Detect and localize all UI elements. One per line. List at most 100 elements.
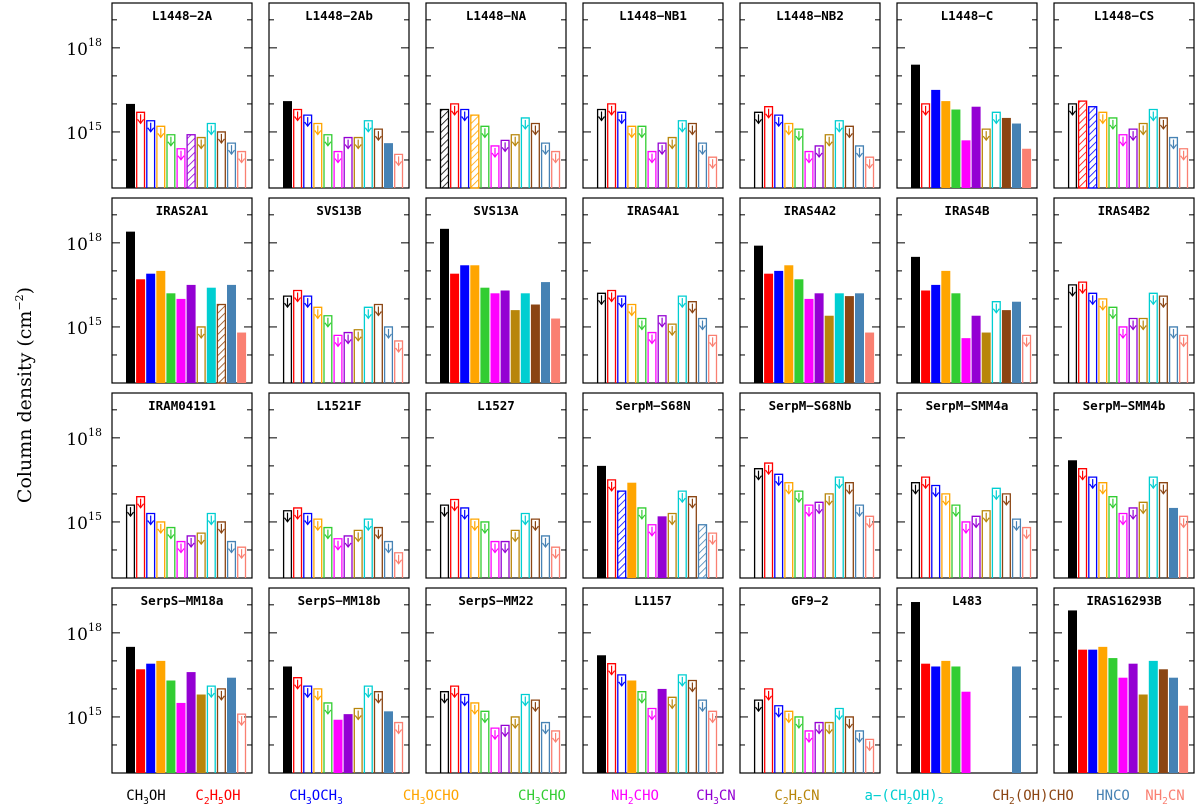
bar-ch2-oh-cho-upper-limit xyxy=(373,303,383,383)
bar-ch3cho-upper-limit xyxy=(637,125,647,188)
bar-ch2-oh-cho xyxy=(844,296,854,383)
bar-nh2cn-upper-limit xyxy=(708,710,718,773)
bar-hnco xyxy=(1012,666,1021,773)
legend-ch3och3: CH3OCH3 xyxy=(289,788,343,807)
bar-ch3ocho xyxy=(627,680,637,773)
bar-hnco xyxy=(1169,507,1178,578)
bar-c2h5oh xyxy=(921,290,931,383)
bar-ch3ocho xyxy=(627,482,637,578)
bar-ch3oh xyxy=(126,231,135,383)
bar-ch3cho-upper-limit xyxy=(637,317,647,383)
bar-a-ch2oh-2-upper-limit xyxy=(363,306,373,383)
legend-ch3cho: CH3CHO xyxy=(518,788,566,807)
bar-ch3och3 xyxy=(774,270,784,383)
bar-ch3ocho-upper-limit xyxy=(784,482,794,578)
bar-c2h5cn-upper-limit xyxy=(981,128,991,188)
bar-ch3cn-upper-limit xyxy=(343,535,353,578)
bar-ch3cho-upper-limit xyxy=(794,490,804,578)
bar-a-ch2oh-2 xyxy=(206,287,216,383)
bar-ch2-oh-cho-upper-limit xyxy=(1158,295,1168,383)
bar-nh2cn-upper-limit xyxy=(1022,526,1032,578)
bar-ch2-oh-cho xyxy=(1158,669,1168,773)
bar-nh2cn-upper-limit xyxy=(708,532,718,578)
bar-ch3ocho-upper-limit xyxy=(156,125,166,188)
bar-ch3cn xyxy=(657,516,667,578)
bar-c2h5oh-upper-limit xyxy=(136,496,146,578)
legend-ch3oh: CH3OH xyxy=(126,788,165,807)
bar-ch2-oh-cho-upper-limit xyxy=(687,301,697,383)
bar-c2h5cn-upper-limit xyxy=(667,512,677,578)
bar-ch2-oh-cho-upper-limit xyxy=(373,128,383,188)
panel-16: L1521F xyxy=(268,392,410,579)
bar-ch3oh-upper-limit xyxy=(753,468,764,578)
bar-nh2cn-upper-limit xyxy=(708,156,718,188)
panel-10: SVS13A xyxy=(425,197,567,384)
bar-ch2-oh-cho-upper-limit xyxy=(687,122,697,188)
bar-ch3cn-upper-limit xyxy=(500,139,510,188)
bar-c2h5cn-upper-limit xyxy=(824,134,834,188)
bar-ch3och3-upper-limit xyxy=(774,705,784,773)
panel-4: L1448−NB1 xyxy=(582,2,724,189)
bar-ch3oh xyxy=(126,103,135,188)
bar-ch3oh xyxy=(911,256,920,383)
bar-c2h5cn xyxy=(196,694,206,773)
bar-ch3cho-upper-limit xyxy=(1108,496,1118,578)
panel-22: 1018 1015 SerpS−MM18a xyxy=(66,587,253,774)
bar-ch3cn-upper-limit xyxy=(1128,317,1138,383)
bar-a-ch2oh-2-upper-limit xyxy=(677,674,687,773)
legend-c2h5oh: C2H5OH xyxy=(195,788,240,807)
panel-title: IRAS4B2 xyxy=(1098,203,1151,218)
bar-hnco-upper-limit xyxy=(1168,326,1179,383)
y-tick-label: 1015 xyxy=(66,315,102,339)
panel-7: L1448−CS xyxy=(1053,2,1195,189)
bar-nh2cho-upper-limit xyxy=(804,504,814,578)
bar-c2h5oh xyxy=(136,669,146,773)
bar-a-ch2oh-2-upper-limit xyxy=(991,487,1001,578)
panel-frame xyxy=(582,392,724,579)
bar-ch3cho-upper-limit xyxy=(480,710,490,773)
bar-ch2-oh-cho-upper-limit xyxy=(530,699,540,773)
bar-ch3cho xyxy=(951,109,961,188)
bar-c2h5cn-upper-limit xyxy=(196,326,206,383)
bar-nh2cn-upper-limit xyxy=(1179,334,1189,383)
bar-hnco-upper-limit xyxy=(1011,518,1022,578)
bar-a-ch2oh-2 xyxy=(520,293,530,383)
bar-nh2cho xyxy=(176,298,186,383)
bar-ch3ocho-upper-limit xyxy=(627,303,637,383)
bar-ch3cn-upper-limit xyxy=(1128,507,1138,578)
panel-title: L1527 xyxy=(477,398,515,413)
y-tick-label: 1018 xyxy=(66,36,102,60)
bar-ch3och3-upper-limit xyxy=(617,674,627,773)
bar-c2h5oh xyxy=(921,663,931,773)
panel-frame xyxy=(1053,197,1195,384)
bar-nh2cho-upper-limit xyxy=(647,331,657,383)
bar-c2h5oh-upper-limit xyxy=(293,108,303,188)
bar-ch3oh-upper-limit xyxy=(753,111,764,188)
bar-ch3cn-upper-limit xyxy=(343,331,353,383)
legend-a-ch2oh-2: a−(CH2OH)2 xyxy=(865,788,944,807)
bar-ch3ocho xyxy=(470,265,480,383)
bar-c2h5oh-upper-limit xyxy=(1078,281,1088,383)
bar-ch2-oh-cho xyxy=(1001,310,1011,383)
bar-c2h5cn-upper-limit xyxy=(196,532,206,578)
bar-a-ch2oh-2 xyxy=(834,293,844,383)
bar-ch3cho xyxy=(951,293,961,383)
legend-ch2-oh-cho: CH2(OH)CHO xyxy=(992,788,1074,807)
bar-ch3cho xyxy=(1108,658,1118,773)
bar-ch3ocho-upper-limit xyxy=(1098,111,1108,188)
bar-ch3cn-upper-limit xyxy=(186,535,196,578)
bar-ch3och3 xyxy=(931,284,941,383)
bar-c2h5oh-upper-limit xyxy=(136,111,146,188)
bar-c2h5oh xyxy=(1078,649,1088,773)
bar-c2h5oh-upper-limit xyxy=(607,663,617,773)
panel-title: L1448−2A xyxy=(152,8,213,23)
bar-ch3ocho xyxy=(941,270,951,383)
bar-ch3ocho-upper-limit xyxy=(313,688,323,773)
bar-a-ch2oh-2-upper-limit xyxy=(520,512,530,578)
bar-ch3cn-upper-limit xyxy=(814,145,824,188)
bar-nh2cho xyxy=(176,702,186,773)
bar-ch3ocho-upper-limit xyxy=(470,702,480,773)
bar-a-ch2oh-2-upper-limit xyxy=(520,117,530,188)
bar-c2h5cn-upper-limit xyxy=(1138,501,1148,578)
bar-nh2cho-upper-limit xyxy=(961,521,971,578)
